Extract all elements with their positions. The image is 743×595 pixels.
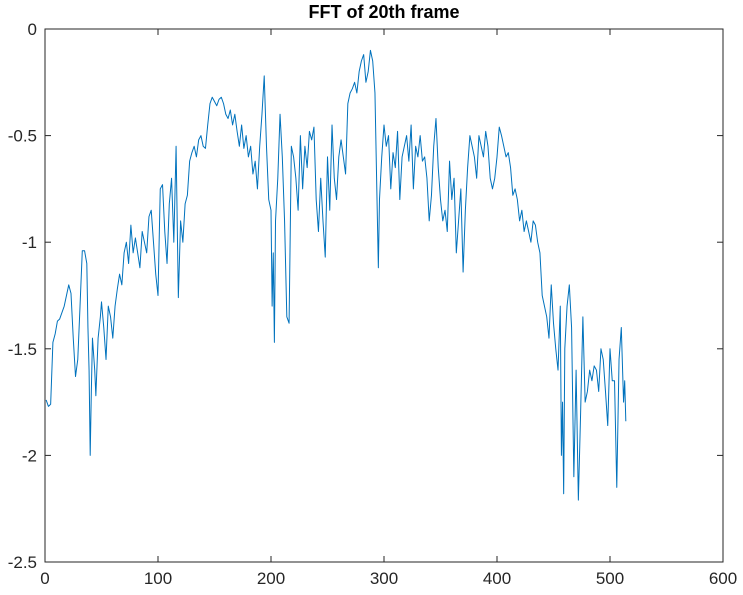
- y-tick-label: 0: [28, 20, 37, 39]
- y-tick-label: -2.5: [8, 553, 37, 572]
- axes-box: [44, 28, 724, 563]
- y-tick-label: -2: [22, 446, 37, 465]
- x-tick-label: 0: [40, 569, 49, 588]
- x-tick-label: 600: [709, 569, 737, 588]
- y-tick-label: -1.5: [8, 340, 37, 359]
- y-tick-label: -1: [22, 233, 37, 252]
- data-line: [45, 49, 627, 501]
- y-tick-label: -0.5: [8, 127, 37, 146]
- chart-title: FFT of 20th frame: [308, 2, 459, 22]
- x-tick-label: 200: [257, 569, 285, 588]
- x-tick-label: 100: [144, 569, 172, 588]
- x-tick-label: 400: [483, 569, 511, 588]
- x-tick-label: 300: [370, 569, 398, 588]
- x-tick-label: 500: [596, 569, 624, 588]
